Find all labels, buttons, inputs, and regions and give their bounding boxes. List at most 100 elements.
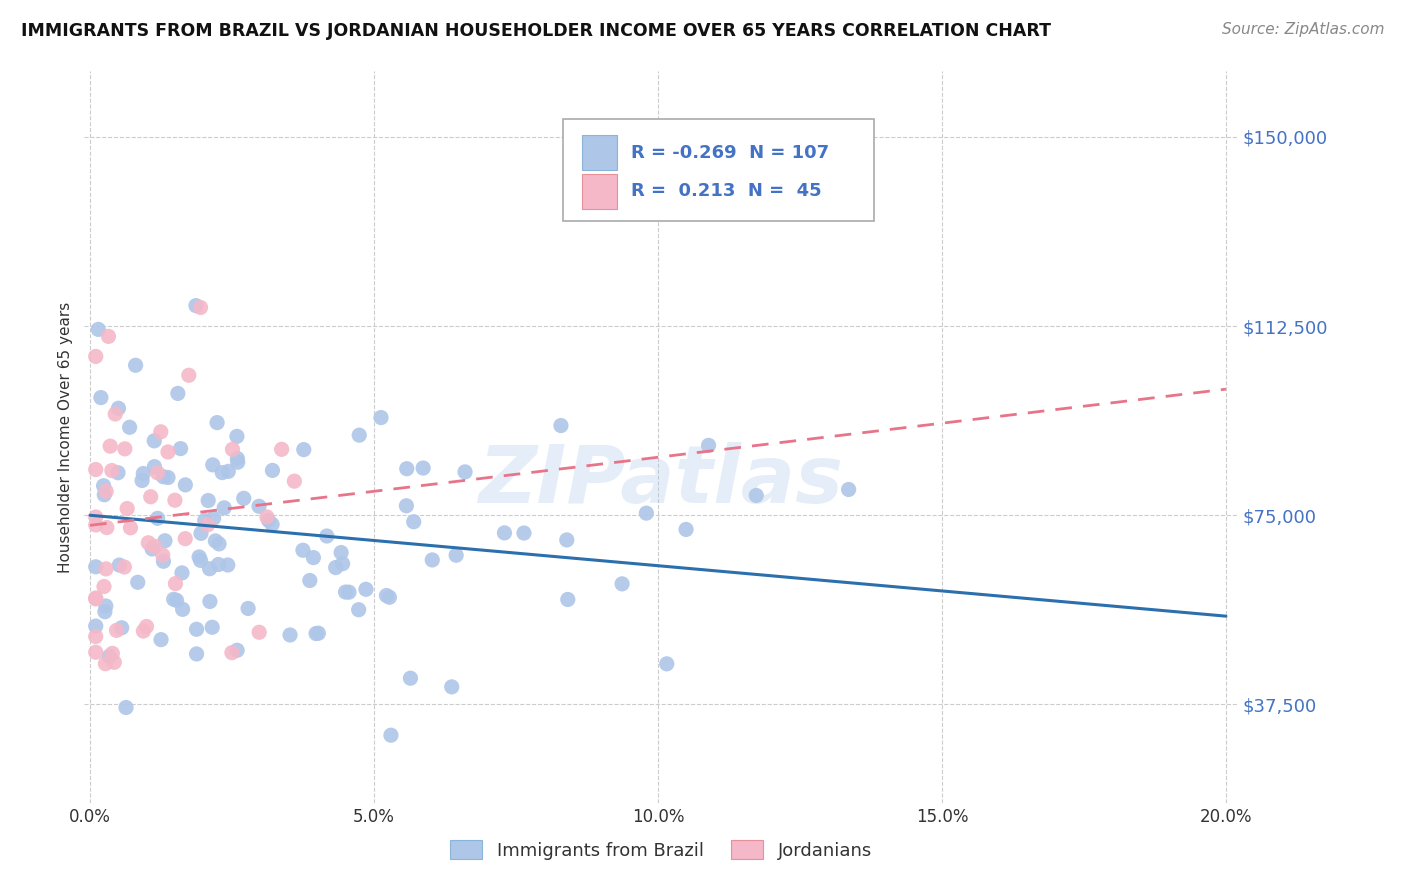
Point — [84, 591, 107, 605]
Point — [84, 559, 107, 574]
Point — [114, 442, 136, 456]
Point — [166, 593, 188, 607]
Point — [131, 474, 153, 488]
Text: Source: ZipAtlas.com: Source: ZipAtlas.com — [1222, 22, 1385, 37]
Point — [174, 532, 197, 546]
Point — [170, 566, 193, 580]
Point — [94, 599, 117, 613]
Point — [94, 657, 117, 671]
Point — [236, 601, 259, 615]
Point — [278, 628, 301, 642]
Point — [115, 501, 138, 516]
Point — [165, 576, 187, 591]
Point — [112, 560, 135, 574]
Point — [257, 513, 280, 527]
Point — [412, 461, 434, 475]
Point — [697, 438, 720, 452]
Point — [141, 541, 163, 556]
Point — [87, 322, 110, 336]
Point — [197, 493, 219, 508]
Point — [217, 464, 239, 478]
Point — [84, 591, 107, 606]
Point — [838, 483, 860, 497]
Point — [221, 646, 243, 660]
Point — [302, 550, 325, 565]
Point — [166, 386, 188, 401]
Point — [135, 619, 157, 633]
Point — [221, 442, 243, 457]
Point — [139, 490, 162, 504]
Point — [347, 603, 370, 617]
Legend: Immigrants from Brazil, Jordanians: Immigrants from Brazil, Jordanians — [443, 833, 879, 867]
Point — [636, 506, 658, 520]
Point — [101, 463, 124, 477]
Point — [402, 515, 425, 529]
Point — [395, 461, 418, 475]
Point — [444, 548, 467, 562]
Point — [120, 521, 142, 535]
Point — [399, 671, 422, 685]
Point — [226, 429, 249, 443]
Point — [745, 488, 768, 502]
Point — [104, 407, 127, 421]
Point — [84, 462, 107, 476]
Point — [188, 549, 211, 564]
Point — [105, 624, 128, 638]
Y-axis label: Householder Income Over 65 years: Householder Income Over 65 years — [58, 301, 73, 573]
Point — [226, 643, 249, 657]
Point — [198, 594, 221, 608]
Point — [124, 358, 146, 372]
Point — [247, 500, 270, 514]
Point — [298, 574, 321, 588]
Point — [207, 558, 229, 572]
Point — [174, 478, 197, 492]
Point — [204, 533, 226, 548]
Point — [292, 442, 315, 457]
Point — [103, 655, 125, 669]
Point — [184, 299, 207, 313]
Point — [307, 626, 329, 640]
Point — [143, 434, 166, 448]
Point — [84, 518, 107, 533]
Point — [93, 479, 115, 493]
Point — [94, 562, 117, 576]
Point — [143, 540, 166, 554]
Point — [270, 442, 292, 457]
Point — [132, 467, 155, 481]
Point — [262, 463, 284, 477]
Point — [440, 680, 463, 694]
Point — [283, 474, 305, 488]
Point — [675, 523, 697, 537]
Point — [232, 491, 254, 506]
Point — [330, 545, 353, 559]
Point — [197, 517, 219, 532]
Point — [84, 630, 107, 644]
Point — [149, 425, 172, 439]
Point — [152, 469, 174, 483]
Point — [325, 560, 347, 574]
Point — [94, 484, 117, 499]
Point — [208, 537, 231, 551]
Point — [90, 391, 112, 405]
Point — [143, 459, 166, 474]
Point — [262, 517, 284, 532]
Point — [454, 465, 477, 479]
Point — [494, 525, 516, 540]
Point — [370, 410, 392, 425]
Point — [375, 589, 398, 603]
Point — [150, 632, 173, 647]
Bar — [582, 174, 617, 209]
Point — [420, 553, 443, 567]
Point — [186, 647, 208, 661]
Point — [347, 428, 370, 442]
Point — [202, 511, 225, 525]
Point — [335, 585, 357, 599]
Point — [256, 510, 278, 524]
Point — [84, 350, 107, 364]
Point — [152, 548, 174, 562]
Point — [550, 418, 572, 433]
Point — [211, 466, 233, 480]
Point — [118, 420, 141, 434]
Point — [169, 442, 191, 456]
Point — [163, 592, 186, 607]
